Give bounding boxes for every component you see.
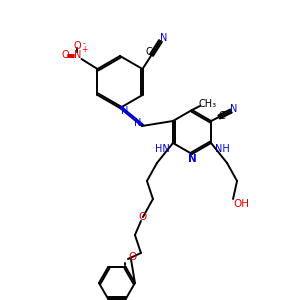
Text: N: N	[134, 118, 142, 128]
Text: C: C	[219, 111, 225, 121]
Text: N: N	[121, 106, 129, 116]
Text: NH: NH	[215, 144, 230, 154]
Text: C: C	[145, 47, 152, 57]
Text: O: O	[74, 41, 81, 51]
Text: CH₃: CH₃	[199, 99, 217, 109]
Text: N: N	[74, 50, 81, 60]
Text: O: O	[139, 212, 147, 222]
Text: O: O	[62, 50, 69, 60]
Text: OH: OH	[233, 199, 249, 209]
Text: N: N	[160, 33, 167, 43]
Text: HN: HN	[154, 144, 169, 154]
Text: N: N	[230, 104, 238, 114]
Text: -: -	[83, 40, 86, 49]
Text: N: N	[188, 154, 196, 164]
Text: +: +	[81, 46, 88, 55]
Text: O: O	[129, 252, 137, 262]
